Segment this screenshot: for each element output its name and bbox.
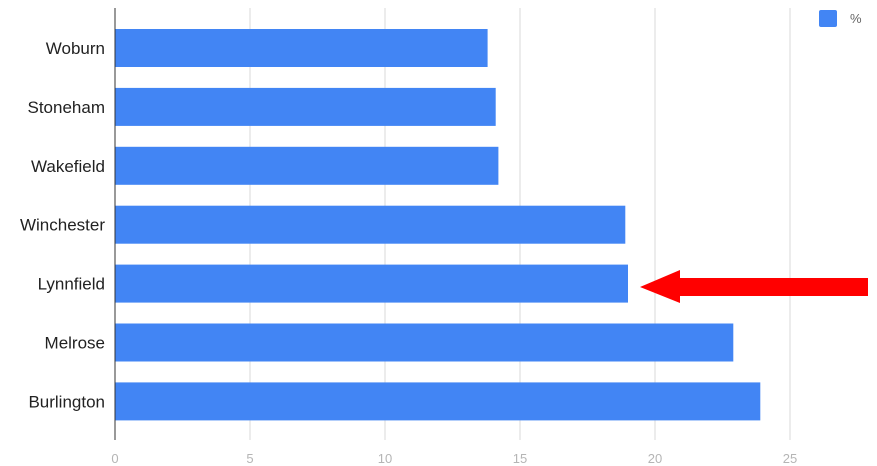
bar-lynnfield [115, 264, 628, 303]
legend-label: % [850, 11, 862, 26]
category-label-stoneham: Stoneham [28, 98, 106, 117]
x-tick-label-0: 0 [111, 451, 118, 466]
bar-burlington [115, 382, 761, 421]
category-label-burlington: Burlington [28, 392, 105, 411]
category-label-woburn: Woburn [46, 39, 105, 58]
category-label-lynnfield: Lynnfield [38, 275, 105, 294]
x-tick-label-20: 20 [648, 451, 662, 466]
bar-melrose [115, 323, 734, 362]
legend: % [819, 10, 862, 27]
bar-stoneham [115, 87, 496, 126]
bars [115, 29, 761, 421]
x-tick-label-25: 25 [783, 451, 797, 466]
category-labels: Woburn Stoneham Wakefield Winchester Lynnfie… [20, 39, 105, 411]
arrow-annotation [640, 270, 868, 303]
bar-winchester [115, 205, 626, 244]
red-arrow-icon [640, 270, 868, 303]
x-tick-label-10: 10 [378, 451, 392, 466]
bar-wakefield [115, 146, 499, 185]
x-tick-labels: 0 5 10 15 20 25 [111, 451, 797, 466]
x-tick-label-15: 15 [513, 451, 527, 466]
category-label-melrose: Melrose [45, 334, 105, 353]
category-label-winchester: Winchester [20, 216, 105, 235]
legend-swatch [819, 10, 837, 27]
bar-woburn [115, 29, 488, 67]
category-label-wakefield: Wakefield [31, 157, 105, 176]
x-tick-label-5: 5 [246, 451, 253, 466]
